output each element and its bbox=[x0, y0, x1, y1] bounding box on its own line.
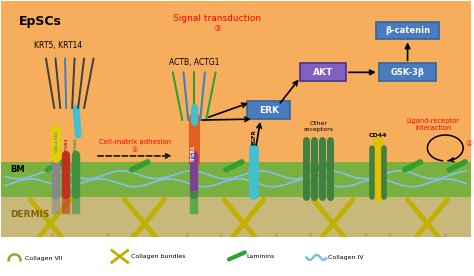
Text: Signal transduction: Signal transduction bbox=[173, 14, 261, 23]
Text: ITGB1: ITGB1 bbox=[191, 145, 196, 161]
Bar bbox=[0, 162, 471, 197]
Bar bbox=[0, 237, 471, 275]
Text: ①: ① bbox=[132, 147, 138, 153]
Text: ②: ② bbox=[465, 139, 472, 148]
Text: CD44: CD44 bbox=[369, 133, 387, 138]
Text: β-catenin: β-catenin bbox=[385, 26, 430, 35]
FancyBboxPatch shape bbox=[376, 22, 439, 39]
Text: Ligand-receptor
Interaction: Ligand-receptor Interaction bbox=[407, 118, 460, 131]
Text: ITGB4: ITGB4 bbox=[64, 137, 68, 152]
Text: Collagen bundles: Collagen bundles bbox=[131, 254, 185, 259]
Text: KRT5, KRT14: KRT5, KRT14 bbox=[34, 41, 82, 50]
Text: Collagen VII: Collagen VII bbox=[25, 256, 62, 261]
Text: EGFR: EGFR bbox=[251, 129, 256, 145]
Text: DERMIS: DERMIS bbox=[10, 210, 50, 219]
Text: Cell-matrix adhesion: Cell-matrix adhesion bbox=[99, 139, 171, 145]
Text: ACTB, ACTG1: ACTB, ACTG1 bbox=[169, 58, 219, 67]
Text: Other
receptors: Other receptors bbox=[303, 121, 333, 132]
Text: COL17A1: COL17A1 bbox=[54, 129, 58, 152]
Text: Collagen IV: Collagen IV bbox=[328, 255, 364, 260]
FancyBboxPatch shape bbox=[379, 63, 437, 81]
FancyBboxPatch shape bbox=[247, 101, 291, 119]
Text: GSK-3β: GSK-3β bbox=[391, 68, 425, 77]
Text: ITGA5: ITGA5 bbox=[74, 137, 78, 152]
Text: ③: ③ bbox=[213, 23, 221, 33]
Text: Laminins: Laminins bbox=[247, 254, 275, 259]
Text: BM: BM bbox=[10, 165, 25, 174]
FancyBboxPatch shape bbox=[301, 63, 346, 81]
Bar bbox=[0, 197, 471, 251]
Text: AKT: AKT bbox=[313, 68, 333, 77]
Text: EpSCs: EpSCs bbox=[18, 15, 62, 28]
FancyBboxPatch shape bbox=[0, 0, 472, 191]
Text: ERK: ERK bbox=[259, 106, 279, 115]
